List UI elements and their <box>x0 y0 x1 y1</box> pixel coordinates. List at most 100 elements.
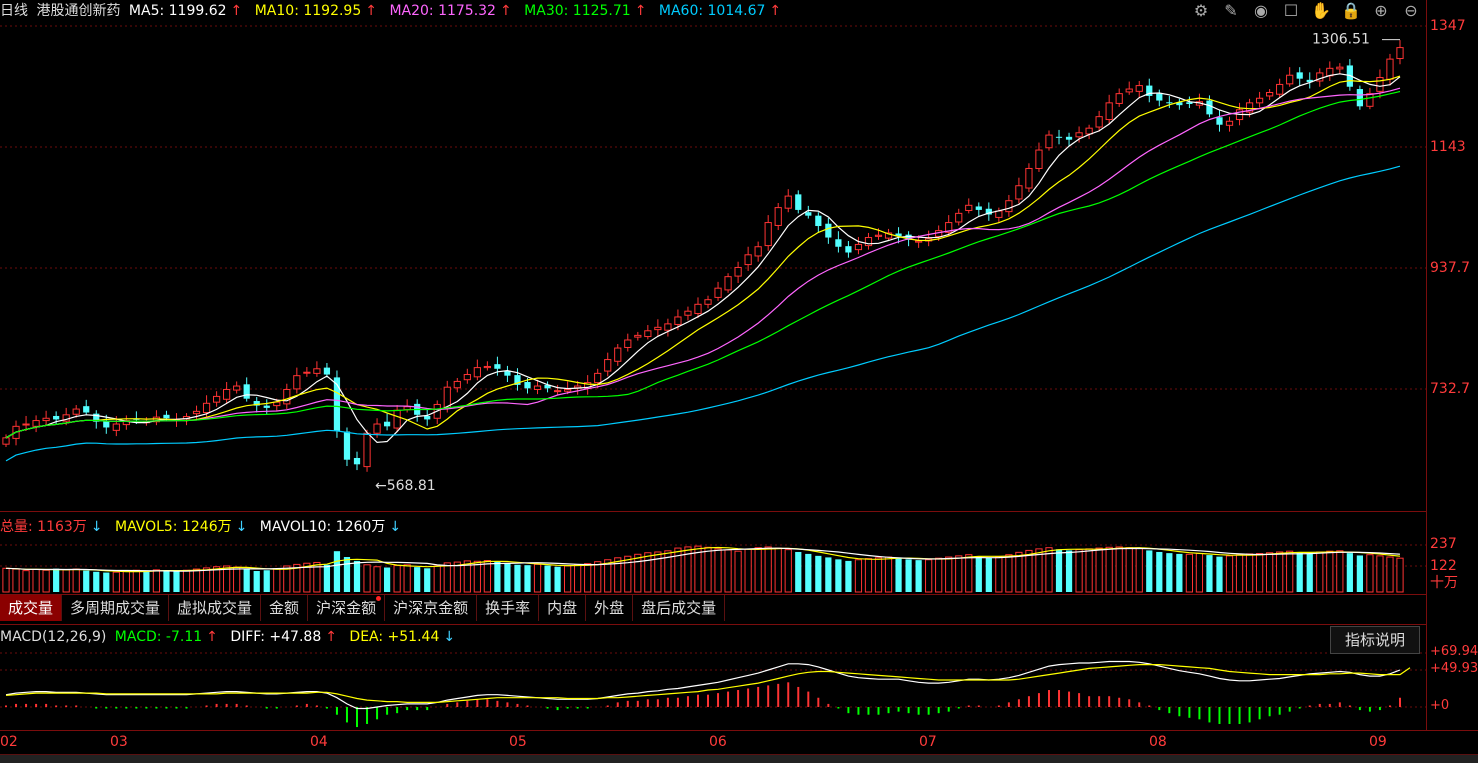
volume-bar-up <box>1336 550 1344 593</box>
eye-icon[interactable]: ◉ <box>1254 1 1268 20</box>
candle-body-down <box>1156 93 1163 101</box>
volume-bar-down <box>895 557 902 592</box>
box-icon[interactable]: ☐ <box>1283 1 1299 20</box>
x-tick: 06 <box>709 734 727 750</box>
volume-bar-down <box>353 560 361 592</box>
tab-virtual-volume[interactable]: 虚拟成交量 <box>169 595 262 621</box>
volume-bar-up <box>754 547 762 593</box>
candle-body-up <box>774 207 782 226</box>
volume-bar-down <box>243 569 250 592</box>
volume-bar-up <box>714 548 722 593</box>
volume-bar-down <box>835 559 842 592</box>
volume-bar-up <box>1045 547 1053 593</box>
candle-body-down <box>544 384 551 389</box>
volume-tick: 237 <box>1430 536 1457 552</box>
candle-body-down <box>1296 72 1303 79</box>
candle-body-up <box>42 417 50 422</box>
candle-body-up <box>1376 77 1384 92</box>
volume-bar-up <box>483 560 491 593</box>
candle-body-up <box>654 326 662 331</box>
candlesticks <box>2 40 1404 472</box>
candle-body-up <box>634 334 642 338</box>
low-price-label: ←568.81 <box>375 478 436 494</box>
draw-pen-icon[interactable]: ✎ <box>1224 1 1238 20</box>
volume-bar-up <box>584 563 592 593</box>
volume-bar-down <box>975 556 982 592</box>
volume-bar-up <box>784 549 792 593</box>
zoom-out-icon[interactable]: ⊖ <box>1404 1 1418 20</box>
price-tick: 1347 <box>1430 18 1466 34</box>
candle-body-down <box>504 370 511 376</box>
volume-bar-up <box>1266 552 1274 593</box>
volume-bar-up <box>1396 557 1404 593</box>
volume-bar-down <box>1156 551 1163 592</box>
candle-body-up <box>754 246 762 257</box>
tab-after-hours-volume[interactable]: 盘后成交量 <box>633 595 726 621</box>
tab-turnover-rate[interactable]: 换手率 <box>477 595 540 621</box>
volume-bar-up <box>42 569 50 593</box>
period-label[interactable]: 日线 <box>0 3 28 19</box>
indicator-explain-button[interactable]: 指标说明 <box>1330 626 1420 654</box>
candle-body-down <box>1356 89 1363 107</box>
volume-bar-up <box>604 559 612 593</box>
tab-amount[interactable]: 金额 <box>261 595 309 621</box>
candle-body-up <box>704 299 712 305</box>
x-tick: 03 <box>110 734 128 750</box>
candle-body-up <box>1015 185 1023 200</box>
candle-body-down <box>494 364 501 369</box>
volume-bar-down <box>414 567 421 592</box>
volume-bar-up <box>674 547 682 593</box>
lock-icon[interactable]: 🔒 <box>1341 1 1361 20</box>
volume-unit: 十万 <box>1430 575 1458 591</box>
tab-hs-amount[interactable]: 沪深金额 <box>308 595 386 621</box>
candle-body-up <box>1025 167 1033 189</box>
macd-params[interactable]: MACD(12,26,9) <box>0 629 107 645</box>
candle-body-up <box>443 386 451 408</box>
ma20-line <box>5 87 1401 439</box>
main-chart-header: 日线 港股通创新药 MA5: 1199.62 ↑ MA10: 1192.95 ↑ M… <box>0 0 789 22</box>
candle-body-down <box>353 457 361 465</box>
tab-hsj-amount[interactable]: 沪深京金额 <box>385 595 478 621</box>
volume-bar-up <box>1245 553 1254 593</box>
price-tick: 937.7 <box>1430 260 1471 276</box>
hand-icon[interactable]: ✋ <box>1311 1 1331 20</box>
candle-body-down <box>805 212 812 216</box>
volume-bar-up <box>1225 555 1234 593</box>
tab-volume[interactable]: 成交量 <box>0 595 63 621</box>
volume-bar-up <box>864 558 873 593</box>
volume-bar-up <box>1255 553 1264 593</box>
volume-bar-down <box>1166 553 1173 592</box>
volume-bar-down <box>815 555 822 592</box>
candle-body-down <box>524 382 531 389</box>
axis-divider <box>1426 0 1427 730</box>
volume-bar-down <box>1176 553 1183 592</box>
tab-inner-volume[interactable]: 内盘 <box>539 595 587 621</box>
candle-body-up <box>1266 91 1274 97</box>
candle-body-up <box>1005 200 1013 213</box>
volume-bar-up <box>634 553 642 593</box>
candle-body-down <box>243 384 250 399</box>
volume-bar-down <box>544 565 551 592</box>
volume-bar-up <box>463 560 471 593</box>
volume-bar-down <box>1356 555 1363 592</box>
volume-bar-up <box>874 557 883 593</box>
candle-body-up <box>223 388 231 400</box>
candle-body-up <box>1336 66 1344 70</box>
volume-bar-up <box>1235 554 1244 593</box>
candle-body-up <box>22 423 30 426</box>
macd-xaxis-divider <box>0 730 1478 731</box>
zoom-in-icon[interactable]: ⊕ <box>1374 1 1388 20</box>
settings-icon[interactable]: ⚙ <box>1193 1 1209 20</box>
volume-bar-up <box>1025 549 1033 593</box>
volume-header: 总量: 1163万 ↓ MAVOL5: 1246万 ↓ MAVOL10: 1260万… <box>0 516 409 538</box>
volume-bar-up <box>955 555 963 593</box>
volume-bar-up <box>303 562 311 593</box>
candle-body-up <box>884 232 893 239</box>
volume-bar-up <box>223 565 231 593</box>
chart-toolbar: ⚙ ✎ ◉ ☐ ✋ 🔒 ⊕ ⊖ <box>1186 1 1426 21</box>
volume-bar-down <box>83 570 90 592</box>
volume-bar-up <box>654 551 662 593</box>
tab-outer-volume[interactable]: 外盘 <box>586 595 634 621</box>
tab-multi-period-volume[interactable]: 多周期成交量 <box>62 595 170 621</box>
